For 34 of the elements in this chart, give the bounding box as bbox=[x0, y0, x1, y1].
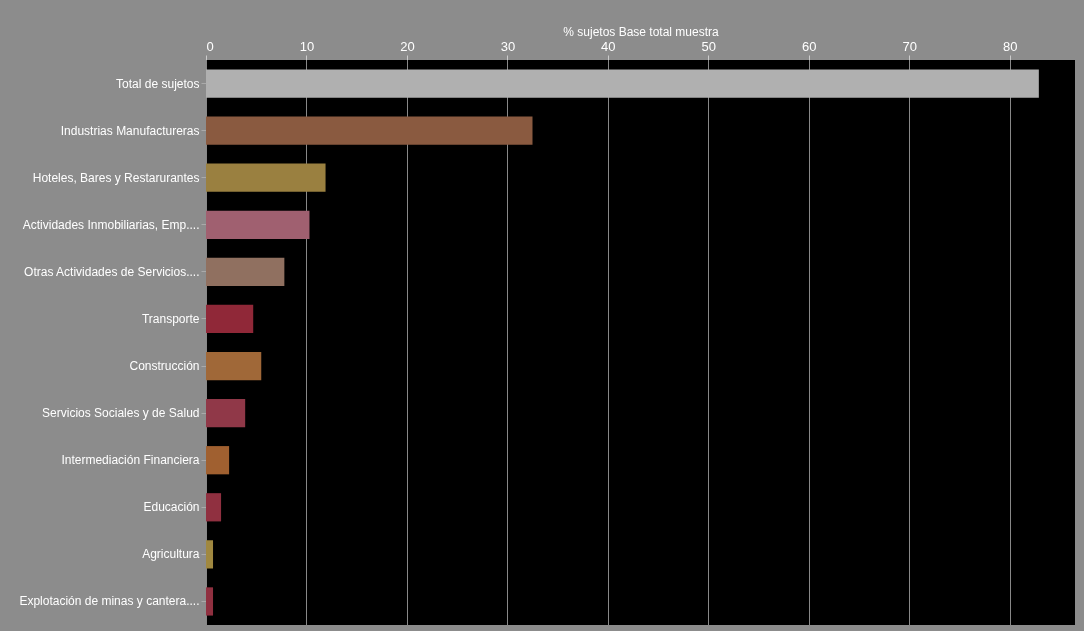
x-tick-label: 50 bbox=[701, 38, 717, 54]
y-tick-label: Servicios Sociales y de Salud bbox=[42, 406, 200, 421]
y-tick-label: Otras Actividades de Servicios.... bbox=[24, 264, 200, 279]
y-tick-label: Agricultura bbox=[142, 547, 200, 562]
y-tick-label: Explotación de minas y cantera.... bbox=[19, 594, 200, 609]
x-tick-label: 70 bbox=[902, 38, 917, 54]
x-tick-label: 20 bbox=[400, 38, 415, 54]
x-tick-label: 40 bbox=[601, 38, 616, 54]
y-tick-label: Total de sujetos bbox=[116, 76, 200, 91]
bar bbox=[206, 446, 230, 475]
x-tick-label: 80 bbox=[1002, 38, 1018, 54]
y-tick-label: Industrias Manufactureras bbox=[60, 123, 200, 138]
x-tick-label: 10 bbox=[299, 38, 315, 54]
x-tick-label: 0 bbox=[206, 38, 214, 54]
y-tick-label: Construcción bbox=[129, 359, 200, 374]
x-axis-title: % sujetos Base total muestra bbox=[563, 24, 720, 39]
bar bbox=[206, 210, 310, 239]
y-tick-label: Transporte bbox=[141, 311, 200, 326]
bar bbox=[206, 257, 285, 286]
y-tick-label: Educación bbox=[143, 500, 200, 515]
bar bbox=[206, 304, 254, 334]
bar bbox=[206, 587, 214, 616]
bar bbox=[206, 351, 262, 381]
bar bbox=[206, 163, 326, 192]
x-tick-label: 30 bbox=[500, 38, 516, 54]
bar bbox=[206, 69, 1039, 98]
y-tick-label: Actividades Inmobiliarias, Emp.... bbox=[22, 217, 200, 232]
bar bbox=[206, 540, 214, 569]
x-tick-label: 60 bbox=[802, 38, 817, 54]
y-tick-label: Hoteles, Bares y Restarurantes bbox=[32, 170, 200, 185]
bar bbox=[206, 116, 533, 145]
bar bbox=[206, 493, 222, 522]
bar bbox=[206, 399, 246, 428]
y-tick-label: Intermediación Financiera bbox=[61, 453, 200, 468]
